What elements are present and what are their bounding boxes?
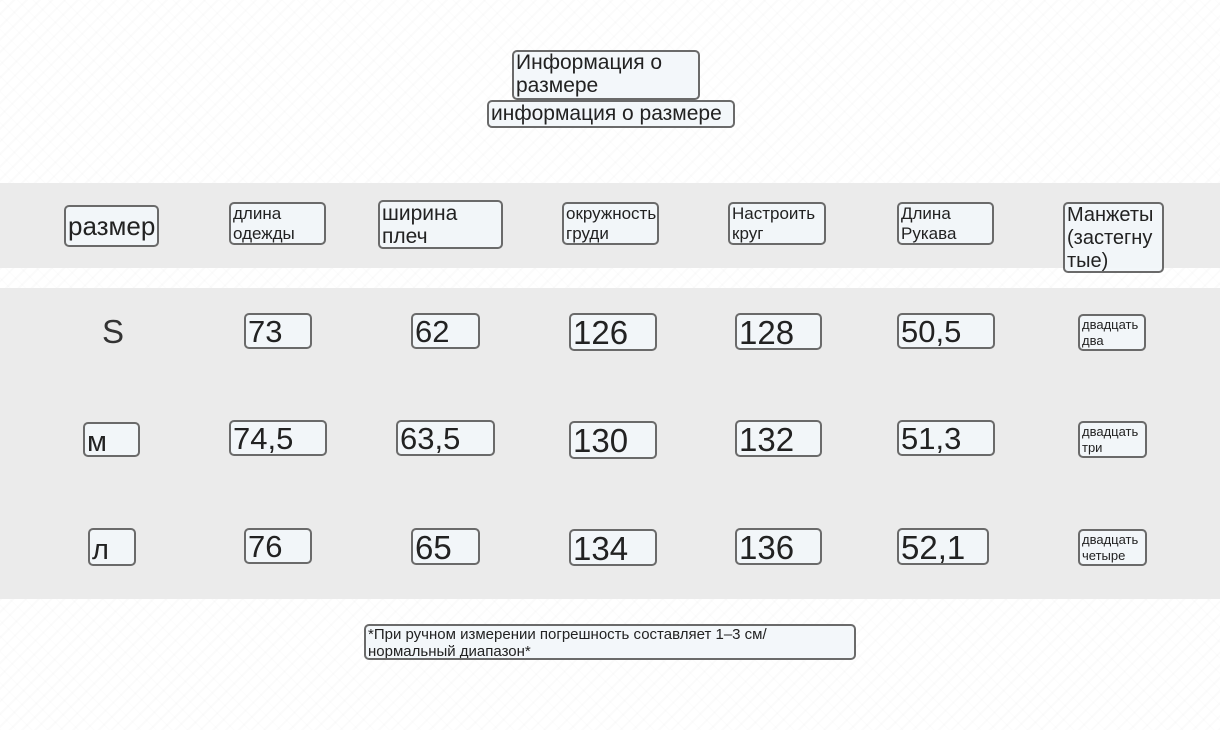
value-cell: двадцать три bbox=[1078, 421, 1147, 458]
size-cell: м bbox=[83, 422, 140, 457]
size-cell: S bbox=[101, 313, 124, 350]
column-header-chest: окружность груди bbox=[562, 202, 659, 245]
column-header-size: размер bbox=[64, 205, 159, 247]
column-header-shoulder-width: ширина плеч bbox=[378, 200, 503, 249]
value-cell: 132 bbox=[735, 420, 822, 457]
value-cell: 51,3 bbox=[897, 420, 995, 456]
size-cell: л bbox=[88, 528, 136, 566]
column-header-hem: Настроить круг bbox=[728, 202, 826, 245]
value-cell: 76 bbox=[244, 528, 312, 564]
value-cell: 130 bbox=[569, 421, 657, 459]
column-header-garment-length: длина одежды bbox=[229, 202, 326, 245]
value-cell: двадцать четыре bbox=[1078, 529, 1147, 566]
value-cell: 50,5 bbox=[897, 313, 995, 349]
column-header-cuff: Манжеты (застегнутые) bbox=[1063, 202, 1164, 273]
column-header-sleeve-length: Длина Рукава bbox=[897, 202, 994, 245]
page-title: Информация о размере bbox=[512, 50, 700, 100]
value-cell: 52,1 bbox=[897, 528, 989, 565]
value-cell: 74,5 bbox=[229, 420, 327, 456]
value-cell: 128 bbox=[735, 313, 822, 350]
value-cell: 136 bbox=[735, 528, 822, 565]
value-cell: 62 bbox=[411, 313, 480, 349]
value-cell: 73 bbox=[244, 313, 312, 349]
value-cell: двадцать два bbox=[1078, 314, 1146, 351]
value-cell: 65 bbox=[411, 528, 480, 565]
value-cell: 126 bbox=[569, 313, 657, 351]
page-subtitle: информация о размере bbox=[487, 100, 735, 128]
footnote: *При ручном измерении погрешность состав… bbox=[364, 624, 856, 660]
value-cell: 134 bbox=[569, 529, 657, 566]
value-cell: 63,5 bbox=[396, 420, 495, 456]
